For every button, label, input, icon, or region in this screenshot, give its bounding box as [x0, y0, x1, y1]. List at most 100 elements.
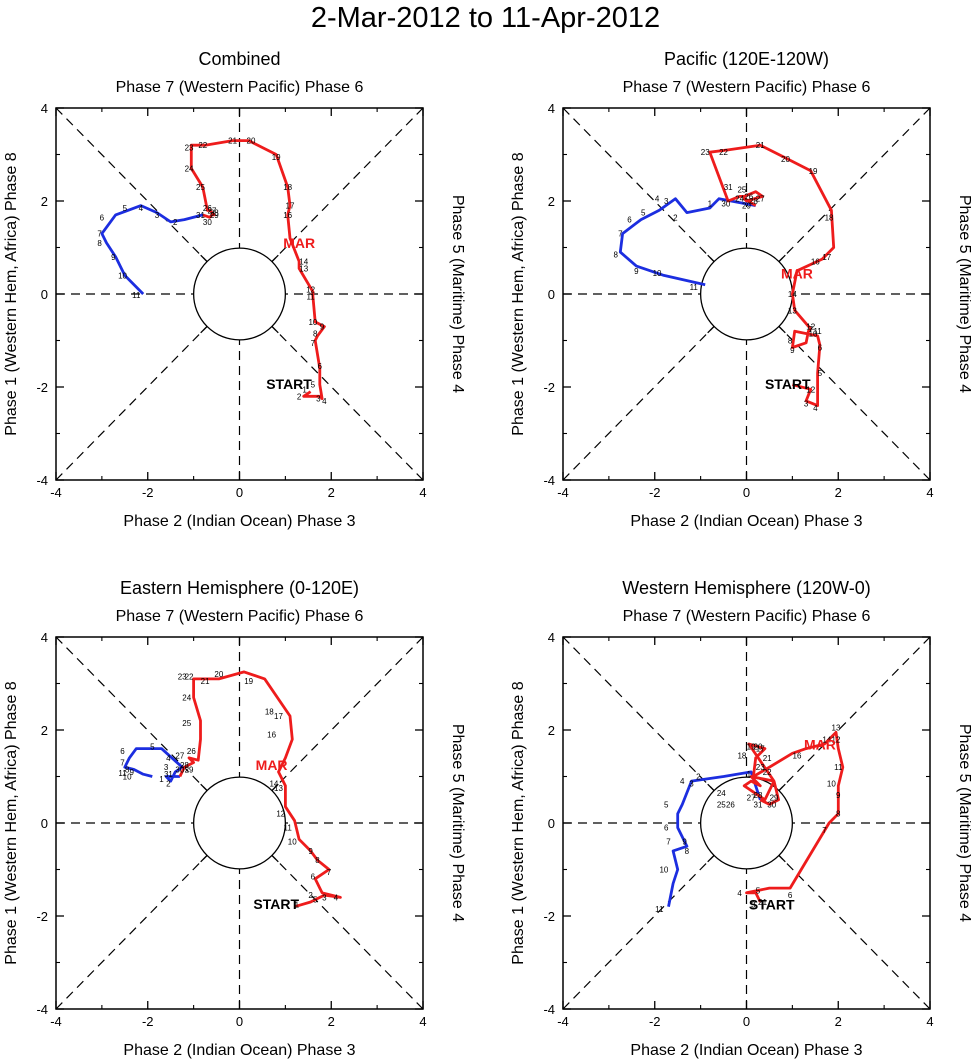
- day-label: 5: [756, 886, 761, 895]
- day-label: 6: [627, 216, 632, 225]
- day-label: 19: [747, 742, 756, 751]
- day-label: 9: [111, 253, 116, 262]
- day-label: 17: [822, 253, 831, 262]
- left-axis-label: Phase 1 (Western Hem, Africa) Phase 8: [3, 681, 20, 964]
- y-tick-label: 0: [548, 816, 555, 831]
- day-label: 5: [123, 204, 128, 213]
- phase-divider-line: [55, 107, 208, 262]
- unit-circle: [192, 247, 287, 341]
- y-tick-label: -2: [36, 909, 48, 924]
- x-tick-label: -2: [649, 1014, 661, 1029]
- day-label: 28: [180, 761, 189, 770]
- phase-divider-line: [55, 636, 208, 791]
- circle-tick: [200, 854, 208, 863]
- day-label: 4: [655, 195, 660, 204]
- day-label: 12: [832, 735, 841, 744]
- day-label: 9: [790, 346, 795, 355]
- day-label: 24: [717, 789, 726, 798]
- y-tick-label: 2: [548, 194, 555, 209]
- day-label: 17: [274, 712, 283, 721]
- day-label: 5: [641, 209, 646, 218]
- day-label: 7: [666, 838, 671, 847]
- day-label: 18: [825, 213, 834, 222]
- day-label: 1: [708, 199, 713, 208]
- day-label: 26: [726, 800, 735, 809]
- circle-tick: [778, 254, 786, 263]
- day-label: 16: [793, 752, 802, 761]
- x-tick-label: 2: [328, 1014, 335, 1029]
- phase-divider-line: [55, 855, 208, 1010]
- day-label: 24: [185, 164, 194, 173]
- day-label: 10: [653, 269, 662, 278]
- day-label: 6: [100, 213, 105, 222]
- circle-tick: [200, 254, 208, 263]
- day-label: 23: [178, 673, 187, 682]
- day-label: 10: [827, 779, 836, 788]
- day-label: 31: [164, 770, 173, 779]
- day-label: 30: [721, 199, 730, 208]
- x-tick-label: 2: [835, 485, 842, 500]
- left-axis-label: Phase 1 (Western Hem, Africa) Phase 8: [510, 152, 527, 435]
- y-tick-label: -4: [543, 473, 555, 488]
- bottom-axis-label: Phase 2 (Indian Ocean) Phase 3: [123, 513, 355, 530]
- day-label: 30: [767, 800, 776, 809]
- day-label: 26: [203, 204, 212, 213]
- day-label: 13: [299, 264, 308, 273]
- april-trajectory: [100, 204, 204, 295]
- x-tick-label: 4: [926, 485, 933, 500]
- day-label: 3: [689, 779, 694, 788]
- day-label: 31: [196, 211, 205, 220]
- day-label: 8: [788, 337, 793, 346]
- x-tick-label: 2: [328, 485, 335, 500]
- day-label: 4: [322, 397, 327, 406]
- month-label: MAR: [804, 736, 836, 752]
- day-label: 11: [306, 292, 315, 301]
- circle-tick: [778, 854, 786, 863]
- right-axis-label: Phase 5 (Maritime) Phase 4: [449, 195, 466, 393]
- bottom-axis-label: Phase 2 (Indian Ocean) Phase 3: [630, 1042, 862, 1059]
- day-label: 16: [283, 211, 292, 220]
- day-label: 20: [214, 670, 223, 679]
- day-label: 4: [680, 777, 685, 786]
- y-tick-label: -4: [36, 1002, 48, 1017]
- day-label: 23: [756, 763, 765, 772]
- day-label: 28: [210, 209, 219, 218]
- day-label: 11: [118, 769, 127, 778]
- day-label: 3: [664, 197, 669, 206]
- panel-title: Western Hemisphere (120W-0): [622, 578, 870, 598]
- x-tick-label: 0: [236, 485, 243, 500]
- x-tick-label: 2: [835, 1014, 842, 1029]
- day-label: 3: [155, 211, 160, 220]
- panel-title: Combined: [198, 49, 280, 69]
- day-label: 31: [754, 800, 763, 809]
- day-label: 8: [685, 847, 690, 856]
- day-label: 11: [690, 283, 699, 292]
- phase-divider-line: [778, 107, 931, 262]
- start-label: START: [749, 897, 795, 913]
- day-label: 10: [123, 773, 132, 782]
- y-tick-label: 0: [548, 287, 555, 302]
- top-axis-label: Phase 7 (Western Pacific) Phase 6: [116, 608, 364, 625]
- circle-tick: [707, 254, 715, 263]
- x-tick-label: 0: [236, 1014, 243, 1029]
- day-label: 7: [97, 230, 102, 239]
- day-label: 12: [306, 285, 315, 294]
- day-label: 23: [185, 144, 194, 153]
- day-label: 5: [313, 896, 318, 905]
- phase-divider-line: [562, 107, 715, 262]
- march-trajectory: [178, 670, 342, 909]
- day-label: 9: [308, 847, 313, 856]
- day-label: 25: [717, 800, 726, 809]
- circle-tick: [200, 325, 208, 334]
- day-label: 29: [210, 211, 219, 220]
- day-label: 17: [286, 202, 295, 211]
- x-tick-label: -4: [50, 1014, 62, 1029]
- x-tick-label: -4: [50, 485, 62, 500]
- panel-title: Pacific (120E-120W): [664, 49, 829, 69]
- x-tick-label: 4: [419, 1014, 426, 1029]
- circle-tick: [707, 854, 715, 863]
- day-label: 20: [754, 742, 763, 751]
- day-label: 6: [318, 362, 323, 371]
- x-tick-label: -2: [142, 485, 154, 500]
